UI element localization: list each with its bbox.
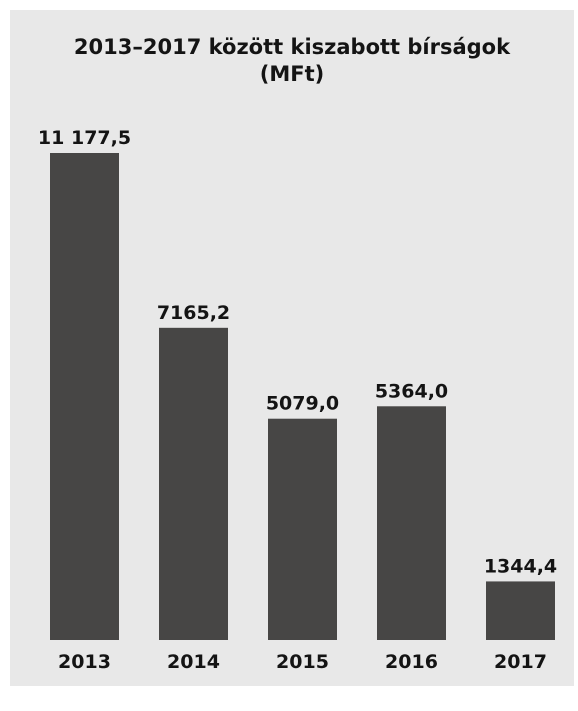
category-label-2016: 2016 xyxy=(385,651,438,673)
value-label-2014: 7165,2 xyxy=(157,302,230,324)
category-label-2015: 2015 xyxy=(276,651,329,673)
bar-2014 xyxy=(159,327,228,640)
bar-2017 xyxy=(486,581,555,640)
chart-title-line-2: (MFt) xyxy=(259,62,325,86)
value-label-2013: 11 177,5 xyxy=(38,127,131,149)
chart-title: 2013–2017 között kiszabott bírságok (MFt… xyxy=(10,34,574,88)
value-label-2015: 5079,0 xyxy=(266,393,339,415)
value-label-2016: 5364,0 xyxy=(375,380,448,402)
category-label-2014: 2014 xyxy=(167,651,220,673)
value-label-2017: 1344,4 xyxy=(484,555,557,577)
bar-2015 xyxy=(268,418,337,640)
category-label-2017: 2017 xyxy=(494,651,547,673)
bar-2013 xyxy=(50,153,119,640)
category-label-2013: 2013 xyxy=(58,651,111,673)
chart-title-line-1: 2013–2017 között kiszabott bírságok xyxy=(73,35,511,59)
bar-2016 xyxy=(377,406,446,640)
